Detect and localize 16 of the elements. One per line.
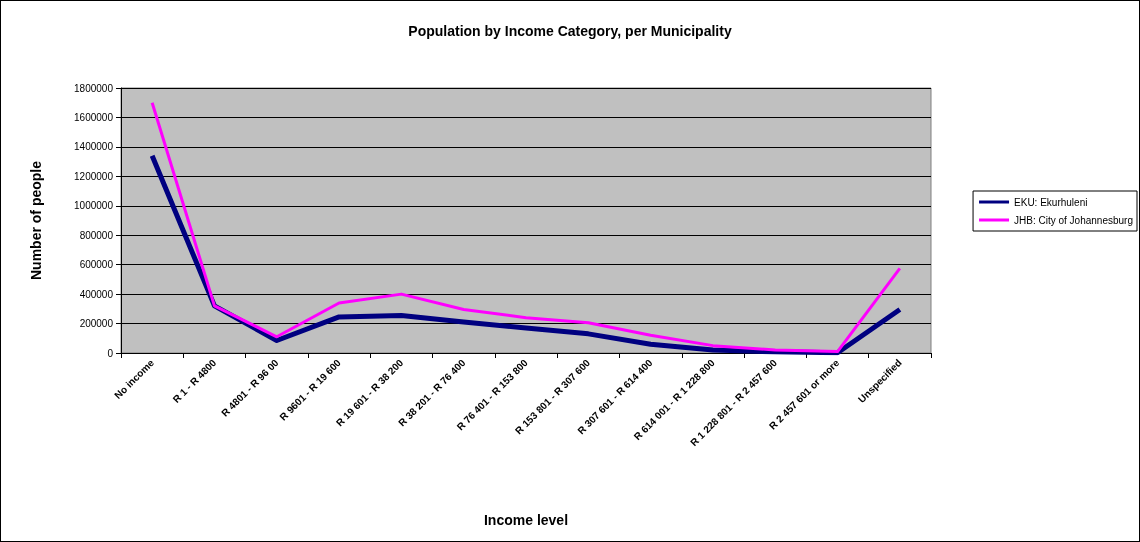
y-tick-label: 800000 [79,229,114,241]
y-tick-label: 1400000 [74,141,114,153]
y-axis-title: Number of people [28,160,44,281]
y-tick-label: 1000000 [74,200,114,212]
y-tick-label: 1800000 [74,82,114,94]
legend-label: EKU: Ekurhuleni [1014,196,1088,208]
y-tick-label: 1600000 [74,111,114,123]
y-tick-label: 0 [107,347,114,359]
legend-label: JHB: City of Johannesburg [1014,214,1133,226]
y-tick-label: 200000 [79,318,114,330]
line-series [150,101,902,354]
y-tick-label: 1200000 [74,170,114,182]
y-tick-label: 600000 [79,259,114,271]
chart-title: Population by Income Category, per Municipality [408,23,732,39]
x-axis-title: Income level [483,512,569,528]
y-tick-label: 400000 [79,288,114,300]
